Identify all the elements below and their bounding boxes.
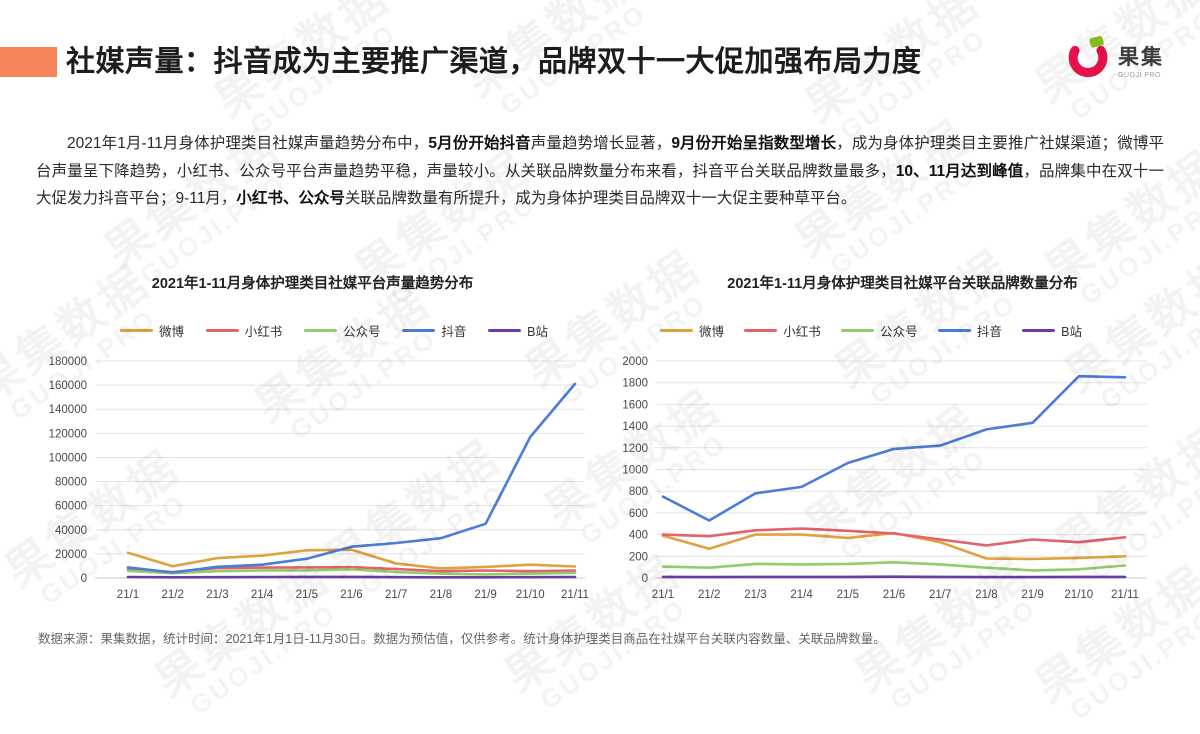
svg-text:21/8: 21/8: [430, 589, 452, 601]
svg-text:1000: 1000: [622, 465, 648, 477]
svg-text:21/2: 21/2: [162, 589, 184, 601]
svg-text:400: 400: [629, 530, 648, 542]
guoji-logo-icon: [1065, 36, 1111, 89]
series-line-gongzhonghao: [663, 562, 1125, 570]
legend-label-gongzhonghao: 公众号: [343, 321, 381, 340]
svg-text:100000: 100000: [49, 452, 87, 464]
legend-line-weibo: [120, 329, 153, 332]
legend-line-bilibili: [488, 329, 521, 332]
legend-line-xiaohongshu: [744, 329, 777, 332]
legend-item-bilibili: B站: [488, 321, 548, 340]
logo-subtitle: GUOJI.PRO: [1118, 72, 1164, 79]
svg-text:140000: 140000: [49, 404, 87, 416]
brand-count-chart: 0 200 400 600 800 1000 1200 1400 1600 1800 2000 21/…: [620, 348, 1185, 606]
series-line-weibo: [663, 533, 1125, 559]
svg-text:21/2: 21/2: [698, 589, 720, 601]
svg-text:1600: 1600: [622, 399, 648, 411]
svg-text:21/11: 21/11: [1111, 589, 1139, 601]
legend-label-gongzhonghao: 公众号: [880, 321, 918, 340]
volume-trend-chart: 0 20000 40000 60000 80000 100000 120000 140000 1…: [30, 348, 595, 606]
legend-item-bilibili: B站: [1022, 321, 1082, 340]
svg-text:1800: 1800: [622, 378, 648, 390]
svg-text:80000: 80000: [55, 477, 87, 489]
legend-label-weibo: 微博: [699, 321, 724, 340]
legend-label-bilibili: B站: [1061, 321, 1082, 340]
legend-item-gongzhonghao: 公众号: [841, 321, 918, 340]
legend-label-xiaohongshu: 小红书: [783, 321, 821, 340]
svg-text:21/10: 21/10: [1064, 589, 1093, 601]
svg-text:21/1: 21/1: [117, 589, 139, 601]
svg-text:21/6: 21/6: [340, 589, 362, 601]
guoji-logo: 果集 GUOJI.PRO: [1065, 36, 1164, 89]
legend-item-xiaohongshu: 小红书: [744, 321, 821, 340]
legend-item-douyin: 抖音: [402, 321, 466, 340]
svg-text:21/4: 21/4: [790, 589, 813, 601]
legend-item-gongzhonghao: 公众号: [304, 321, 381, 340]
brand-chart-title: 2021年1-11月身体护理类目社媒平台关联品牌数量分布: [620, 272, 1185, 293]
title-accent-bar: [0, 47, 57, 77]
svg-text:21/5: 21/5: [837, 589, 859, 601]
svg-text:60000: 60000: [55, 501, 87, 513]
volume-chart-legend: 微博 小红书 公众号 抖音 B站: [120, 321, 548, 340]
svg-text:20000: 20000: [55, 549, 87, 561]
legend-line-weibo: [660, 329, 693, 332]
legend-line-bilibili: [1022, 329, 1055, 332]
svg-text:21/8: 21/8: [975, 589, 997, 601]
svg-text:200: 200: [629, 551, 648, 563]
svg-text:21/3: 21/3: [206, 589, 228, 601]
legend-line-douyin: [402, 329, 435, 332]
svg-text:160000: 160000: [49, 380, 87, 392]
svg-text:21/11: 21/11: [561, 589, 589, 601]
summary-paragraph: 2021年1月-11月身体护理类目社媒声量趋势分布中，5月份开始抖音声量趋势增长…: [36, 130, 1164, 213]
series-line-douyin: [663, 376, 1125, 520]
series-line-weibo: [128, 550, 575, 569]
svg-text:180000: 180000: [49, 356, 87, 368]
legend-label-bilibili: B站: [527, 321, 548, 340]
legend-item-xiaohongshu: 小红书: [206, 321, 283, 340]
svg-text:21/5: 21/5: [296, 589, 318, 601]
legend-line-xiaohongshu: [206, 329, 239, 332]
svg-text:21/9: 21/9: [474, 589, 496, 601]
svg-text:21/10: 21/10: [516, 589, 545, 601]
legend-label-weibo: 微博: [159, 321, 184, 340]
svg-text:2000: 2000: [622, 356, 648, 368]
series-line-douyin: [128, 384, 575, 573]
svg-text:1400: 1400: [622, 421, 648, 433]
svg-text:21/7: 21/7: [385, 589, 407, 601]
svg-text:21/6: 21/6: [883, 589, 905, 601]
legend-label-xiaohongshu: 小红书: [245, 321, 283, 340]
svg-text:21/3: 21/3: [744, 589, 766, 601]
brand-count-chart-block: 2021年1-11月身体护理类目社媒平台关联品牌数量分布 微博 小红书 公众号 抖音 B…: [620, 268, 1185, 606]
svg-text:21/7: 21/7: [929, 589, 951, 601]
svg-text:21/4: 21/4: [251, 589, 274, 601]
svg-text:0: 0: [642, 573, 648, 585]
legend-item-douyin: 抖音: [938, 321, 1002, 340]
svg-text:800: 800: [629, 486, 648, 498]
legend-line-gongzhonghao: [841, 329, 874, 332]
brand-chart-legend: 微博 小红书 公众号 抖音 B站: [660, 321, 1082, 340]
svg-text:1200: 1200: [622, 443, 648, 455]
logo-name: 果集: [1118, 47, 1164, 68]
svg-text:600: 600: [629, 508, 648, 520]
legend-line-gongzhonghao: [304, 329, 337, 332]
legend-item-weibo: 微博: [660, 321, 724, 340]
svg-text:120000: 120000: [49, 428, 87, 440]
svg-text:40000: 40000: [55, 525, 87, 537]
legend-label-douyin: 抖音: [977, 321, 1002, 340]
legend-label-douyin: 抖音: [441, 321, 466, 340]
svg-text:21/9: 21/9: [1021, 589, 1043, 601]
legend-item-weibo: 微博: [120, 321, 184, 340]
volume-chart-title: 2021年1-11月身体护理类目社媒平台声量趋势分布: [30, 272, 595, 293]
data-source-note: 数据来源：果集数据，统计时间：2021年1月1日-11月30日。数据为预估值，仅…: [38, 628, 1158, 647]
svg-text:0: 0: [81, 573, 87, 585]
svg-text:21/1: 21/1: [652, 589, 674, 601]
legend-line-douyin: [938, 329, 971, 332]
page-title: 社媒声量：抖音成为主要推广渠道，品牌双十一大促加强布局力度: [66, 38, 1046, 80]
